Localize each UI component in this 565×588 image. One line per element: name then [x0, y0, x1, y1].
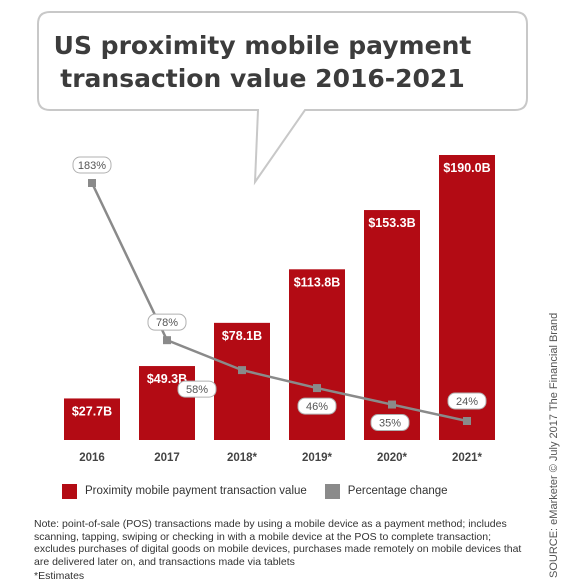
percentage-line-series: 183% 78% 58% 46% 35% 24%	[72, 156, 487, 432]
chart-title-line-1: US proximity mobile payment	[53, 31, 472, 60]
percentage-label-pill	[447, 392, 487, 410]
title-speech-bubble	[37, 11, 528, 186]
percentage-label: 35%	[379, 418, 401, 430]
chart-title-line-2: transaction value 2016-2021	[60, 64, 465, 93]
x-tick-2020: 2020*	[377, 452, 408, 464]
percentage-point	[313, 384, 321, 393]
x-tick-2016: 2016	[79, 452, 105, 464]
bar-2017	[139, 366, 195, 440]
percentage-point	[238, 366, 246, 375]
bar-value-label: $49.3B	[147, 372, 187, 386]
percentage-point	[463, 417, 471, 425]
legend-bar-swatch	[62, 483, 77, 499]
x-tick-2019: 2019*	[302, 452, 333, 464]
legend: Proximity mobile payment transaction val…	[62, 481, 448, 501]
bar-value-label: $153.3B	[368, 216, 415, 230]
percentage-label: 58%	[186, 384, 208, 396]
x-tick-labels: 2016 2017 2018* 2019* 2020* 2021*	[79, 452, 482, 464]
bar-value-label: $27.7B	[72, 404, 112, 418]
footnote: Note: point-of-sale (POS) transactions m…	[34, 518, 522, 568]
percentage-label: 78%	[156, 317, 178, 329]
x-tick-2017: 2017	[154, 452, 180, 464]
bar-2018	[214, 322, 270, 440]
legend-bar-label: Proximity mobile payment transaction val…	[85, 485, 307, 497]
percentage-label: 24%	[456, 396, 478, 408]
percentage-label-pill	[72, 156, 112, 174]
percentage-point	[388, 400, 396, 409]
percentage-point	[88, 179, 96, 187]
bars-series: $27.7B $49.3B $78.1B $113.8B $153.3B $190.0B	[64, 155, 495, 440]
x-tick-2018: 2018*	[227, 452, 258, 464]
source-credit: SOURCE: eMarketer © July 2017 The Financ…	[548, 312, 560, 578]
bar-value-label: $113.8B	[294, 275, 341, 289]
percentage-label-pill	[297, 397, 337, 415]
percentage-label-pill	[147, 313, 187, 331]
bar-value-label: $190.0B	[443, 161, 490, 175]
percentage-label: 46%	[306, 401, 328, 413]
percentage-label: 183%	[78, 160, 106, 172]
bar-value-label: $78.1B	[222, 329, 262, 343]
legend-line-swatch	[324, 483, 340, 499]
bar-2016	[64, 398, 120, 440]
estimates-note: *Estimates	[34, 570, 85, 582]
x-tick-2021: 2021*	[452, 452, 483, 464]
legend-line-label: Percentage change	[347, 485, 448, 497]
percentage-point	[163, 336, 171, 345]
percentage-label-pill	[177, 380, 217, 398]
percentage-label-pill	[370, 414, 410, 432]
